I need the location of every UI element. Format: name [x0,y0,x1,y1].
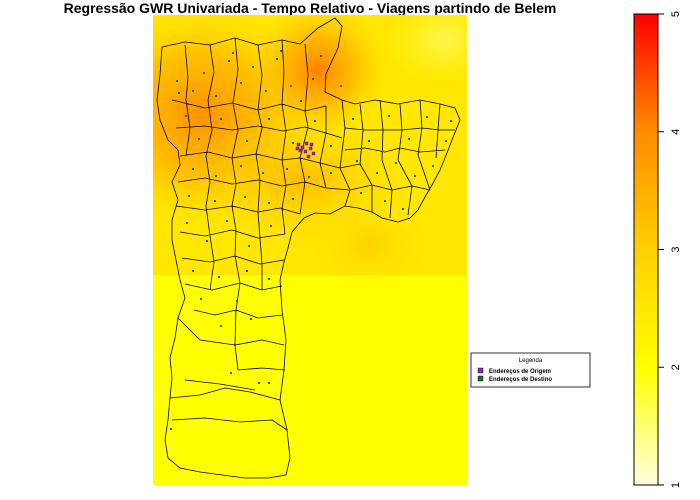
hotspot-southeast [310,200,430,290]
legend-swatch-destination [477,375,484,382]
pale-northeast [385,15,467,85]
district-lines [169,37,455,431]
colorbar-tick-label: 5 [670,11,682,17]
legend-label-destination: Endereços de Destino [489,377,552,383]
heat-raster [153,15,467,485]
origin-points [295,141,316,159]
colorbar: 1 2 3 4 5 [633,11,682,488]
destination-points [170,50,452,430]
map-title: Regressão GWR Univariada - Tempo Relativ… [63,0,557,16]
colorbar-ticks: 1 2 3 4 5 [658,11,682,488]
legend-box [470,352,591,388]
colorbar-tick-label: 4 [670,129,682,135]
legend-title: Legenda [519,358,543,364]
colorbar-gradient [633,13,659,486]
colorbar-tick-label: 3 [670,246,682,252]
colorbar-tick-label: 2 [670,364,682,370]
city-outline [156,17,461,479]
district-boundaries [156,17,461,479]
legend-swatch-origin [477,367,484,374]
legend: Legenda Endereços de Origem Endereços de… [470,352,591,388]
colorbar-tick-label: 1 [670,482,682,488]
legend-label-origin: Endereços de Origem [489,369,551,375]
